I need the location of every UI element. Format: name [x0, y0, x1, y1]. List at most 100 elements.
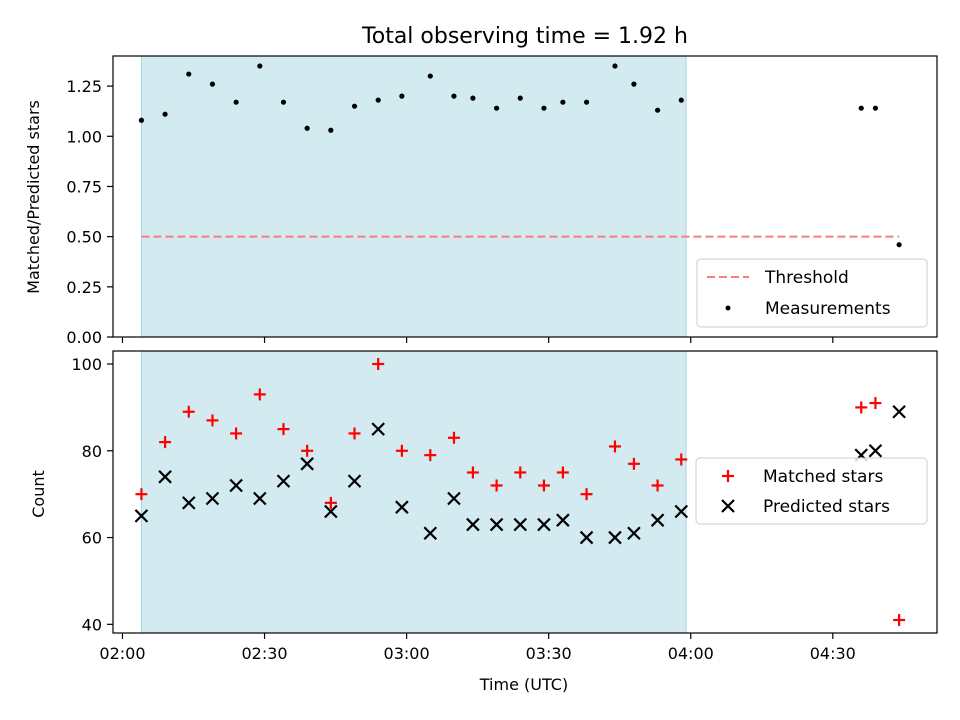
measurement-point: [560, 99, 566, 105]
predicted-star-point: [371, 422, 385, 436]
bottom-y-axis-label: Count: [29, 470, 48, 518]
measurement-point: [451, 93, 457, 99]
predicted-star-point: [556, 513, 570, 527]
predicted-star-point: [868, 444, 883, 458]
measurement-point: [427, 73, 433, 79]
matched-star-point: [395, 444, 408, 457]
measurement-point: [233, 99, 239, 105]
predicted-star-point: [181, 496, 196, 510]
measurement-point: [858, 105, 864, 111]
matched-star-point: [324, 496, 337, 509]
top-axes-frame: [112, 55, 938, 338]
measurement-point: [138, 117, 145, 123]
bottom-y-ticks: 40 60 80 100: [71, 355, 113, 634]
legend-matched-label: Matched stars: [763, 467, 883, 487]
matched-star-point: [608, 440, 621, 453]
legend-matched-marker: [722, 470, 734, 482]
top-y-tick-label: 0.75: [66, 177, 102, 196]
measurement-point: [162, 111, 168, 117]
bottom-y-tick-label: 60: [82, 529, 102, 548]
top-plot-marks: [138, 63, 902, 248]
top-y-tick-label: 1.00: [66, 127, 102, 146]
measurement-point: [280, 99, 287, 105]
matched-star-point: [206, 414, 219, 427]
bottom-observing-interval-shade: [140, 350, 687, 634]
matched-star-point: [135, 488, 148, 501]
x-tick-label: 03:00: [384, 644, 430, 663]
legend-predicted-swatch: [721, 499, 735, 513]
measurement-point: [517, 95, 523, 101]
matched-star-point: [253, 388, 266, 401]
predicted-star-point: [205, 491, 220, 506]
matched-star-point: [447, 431, 460, 444]
predicted-star-point: [276, 474, 291, 488]
bottom-legend-box: [695, 457, 928, 525]
measurement-point: [186, 71, 192, 77]
top-y-tick-label: 0.00: [66, 328, 102, 347]
top-y-axis-label: Matched/Predicted stars: [24, 100, 43, 294]
matched-star-point: [651, 479, 664, 492]
top-observing-interval-shade: [140, 55, 687, 338]
measurement-point: [654, 107, 661, 113]
x-tick-label: 02:00: [99, 644, 145, 663]
measurement-point: [612, 63, 618, 69]
predicted-star-point: [324, 504, 338, 519]
measurement-point: [872, 105, 879, 111]
top-legend: Threshold Measurements: [696, 258, 928, 328]
matched-star-point: [580, 488, 593, 501]
matched-star-point: [230, 427, 243, 440]
predicted-star-point: [537, 517, 551, 532]
top-y-tick-label: 0.25: [66, 278, 102, 297]
top-y-ticks: 0.00 0.25 0.50 0.75 1.00 1.25: [66, 77, 113, 347]
matched-star-point: [869, 397, 882, 410]
predicted-star-point: [347, 474, 362, 488]
measurement-point: [470, 95, 476, 101]
predicted-star-point: [513, 517, 528, 532]
top-legend-box: [696, 258, 928, 328]
predicted-star-point: [253, 491, 267, 506]
predicted-star-point: [466, 517, 480, 532]
measurement-point: [896, 242, 902, 248]
top-y-tick-label: 1.25: [66, 77, 102, 96]
legend-measurements-label: Measurements: [765, 299, 891, 319]
measurement-point: [583, 99, 590, 105]
matched-star-point: [514, 466, 527, 479]
matched-star-point: [893, 613, 906, 626]
matched-star-point: [466, 466, 479, 479]
predicted-star-point: [650, 513, 665, 527]
measurement-point: [678, 97, 684, 103]
matched-star-point: [348, 427, 361, 440]
measurement-point: [209, 81, 216, 87]
measurement-point: [257, 63, 263, 69]
predicted-star-point: [395, 500, 409, 514]
bottom-plot-marks: [134, 358, 906, 626]
predicted-star-point: [627, 526, 641, 540]
legend-threshold-label: Threshold: [764, 268, 849, 288]
measurement-point: [375, 97, 381, 103]
x-tick-label: 04:00: [668, 644, 714, 663]
matched-star-point: [182, 405, 195, 418]
matched-star-point: [159, 436, 172, 449]
legend-predicted-label: Predicted stars: [763, 497, 890, 517]
chart-title: Total observing time = 1.92 h: [361, 24, 688, 49]
predicted-star-point: [134, 509, 149, 523]
x-tick-label: 02:30: [241, 644, 287, 663]
measurement-point: [631, 81, 637, 87]
predicted-star-point: [489, 517, 504, 532]
predicted-star-point: [579, 530, 594, 545]
legend-measurements-swatch: [725, 305, 731, 311]
bottom-x-ticks: 02:00 02:30 03:00 03:30 04:00 04:30: [99, 633, 856, 663]
bottom-y-tick-label: 40: [82, 615, 102, 634]
matched-star-point: [372, 358, 385, 371]
measurement-point: [351, 103, 358, 109]
predicted-star-point: [300, 457, 314, 471]
legend-matched-swatch: [722, 470, 734, 482]
measurement-point: [328, 127, 334, 133]
predicted-star-point: [608, 530, 622, 545]
top-panel: 0.00 0.25 0.50 0.75 1.00 1.25 Matched/Predict…: [24, 55, 938, 347]
matched-star-point: [537, 479, 550, 492]
bottom-panel: 40 60 80 100 02:00 02:30 03:00 03:30 04:00 04:30…: [29, 350, 938, 694]
bottom-axes-frame: [112, 350, 938, 634]
matched-star-point: [424, 449, 437, 462]
